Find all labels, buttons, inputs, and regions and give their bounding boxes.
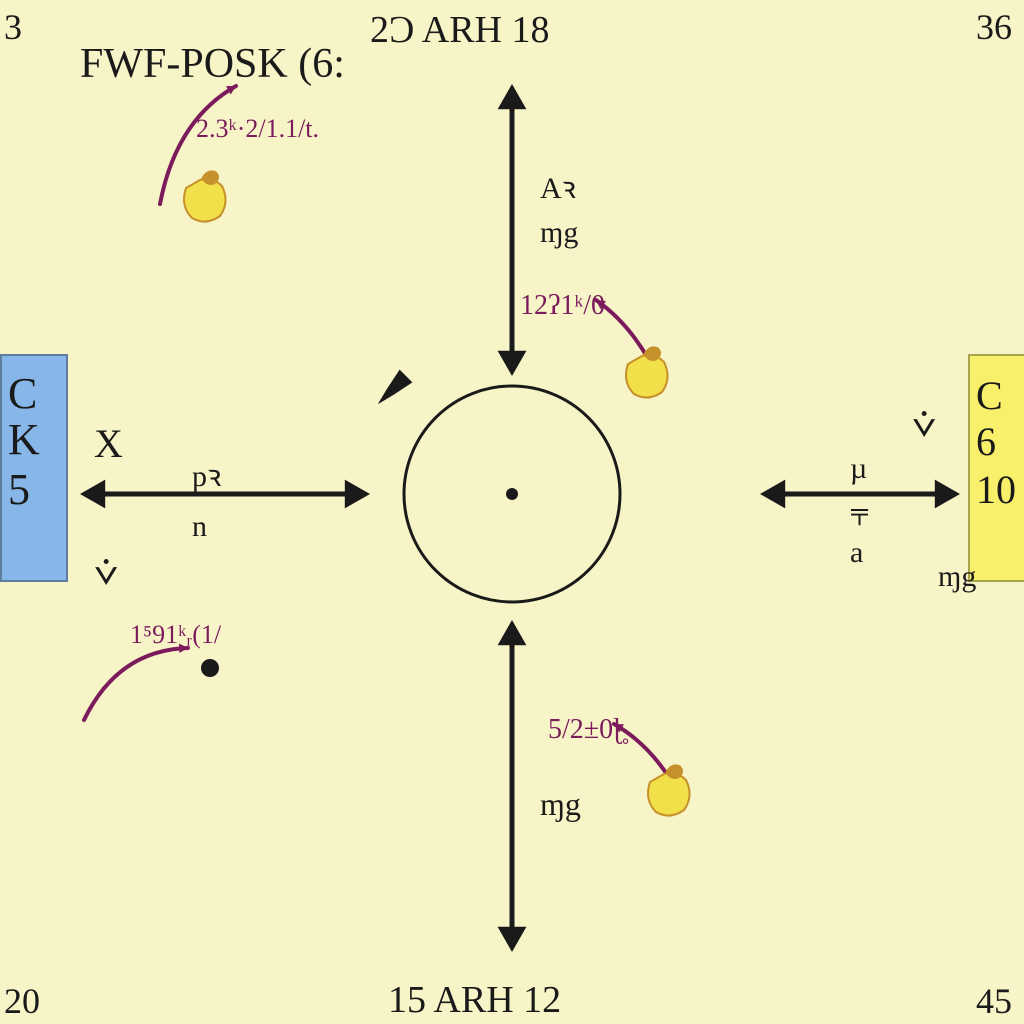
diagram-svg: [0, 0, 1024, 1024]
